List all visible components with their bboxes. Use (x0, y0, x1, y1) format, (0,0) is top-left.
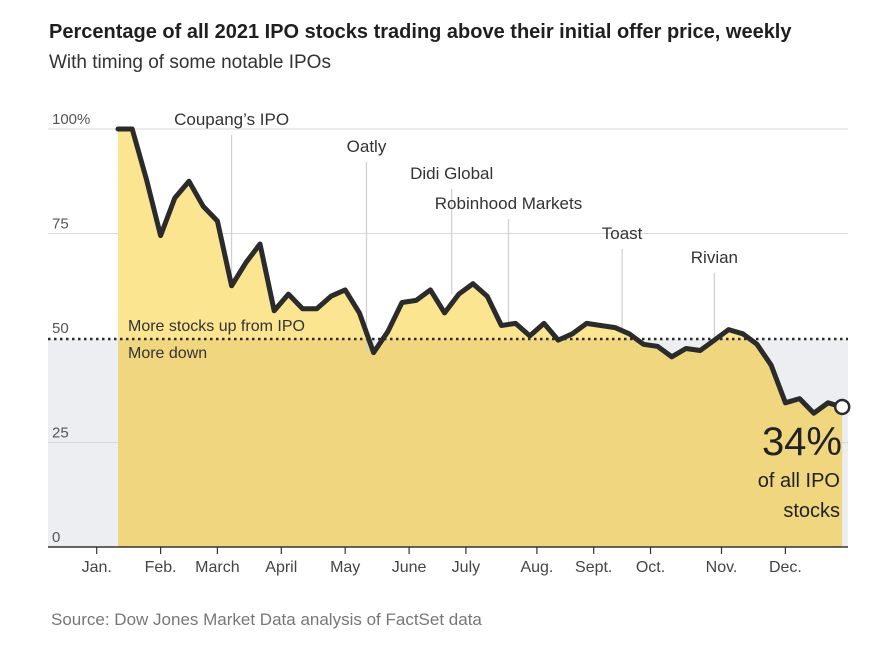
annotation-label: Coupang’s IPO (174, 110, 289, 129)
annotation-label: Didi Global (410, 164, 493, 183)
x-tick-label: Dec. (769, 559, 802, 576)
threshold-label-above: More stocks up from IPO (128, 318, 305, 335)
y-tick-label: 50 (52, 320, 69, 337)
end-value-caption-2: stocks (783, 500, 840, 522)
end-point-marker (833, 398, 851, 416)
x-tick-label: May (330, 559, 360, 576)
y-tick-label: 100% (52, 111, 90, 128)
y-tick-label: 75 (52, 216, 69, 233)
chart-subtitle: With timing of some notable IPOs (49, 52, 331, 73)
end-value-caption-1: of all IPO (758, 470, 840, 492)
y-tick-label: 25 (52, 425, 69, 442)
annotation-label: Oatly (347, 137, 387, 156)
x-tick-label: March (195, 559, 239, 576)
x-tick-label: June (392, 559, 427, 576)
annotation-label: Toast (602, 224, 643, 243)
source-note: Source: Dow Jones Market Data analysis o… (51, 610, 482, 629)
threshold-label-below: More down (128, 345, 207, 362)
x-tick-label: Aug. (520, 559, 553, 576)
annotation-label: Rivian (691, 248, 738, 267)
x-tick-label: April (265, 559, 297, 576)
series-line (115, 126, 845, 416)
line-area-chart: Coupang’s IPO Oatly Didi Global Robinhood M… (48, 110, 851, 576)
annotation-label: Robinhood Markets (435, 194, 582, 213)
y-tick-label: 0 (52, 529, 60, 546)
end-value-label: 34% (762, 420, 842, 464)
x-tick-label: Jan. (82, 559, 112, 576)
x-tick-label: Sept. (575, 559, 612, 576)
x-tick-label: Feb. (145, 559, 177, 576)
x-tick-label: Oct. (636, 559, 665, 576)
x-tick-label: Nov. (706, 559, 738, 576)
chart-title: Percentage of all 2021 IPO stocks tradin… (49, 21, 792, 43)
x-tick-label: July (452, 559, 480, 576)
